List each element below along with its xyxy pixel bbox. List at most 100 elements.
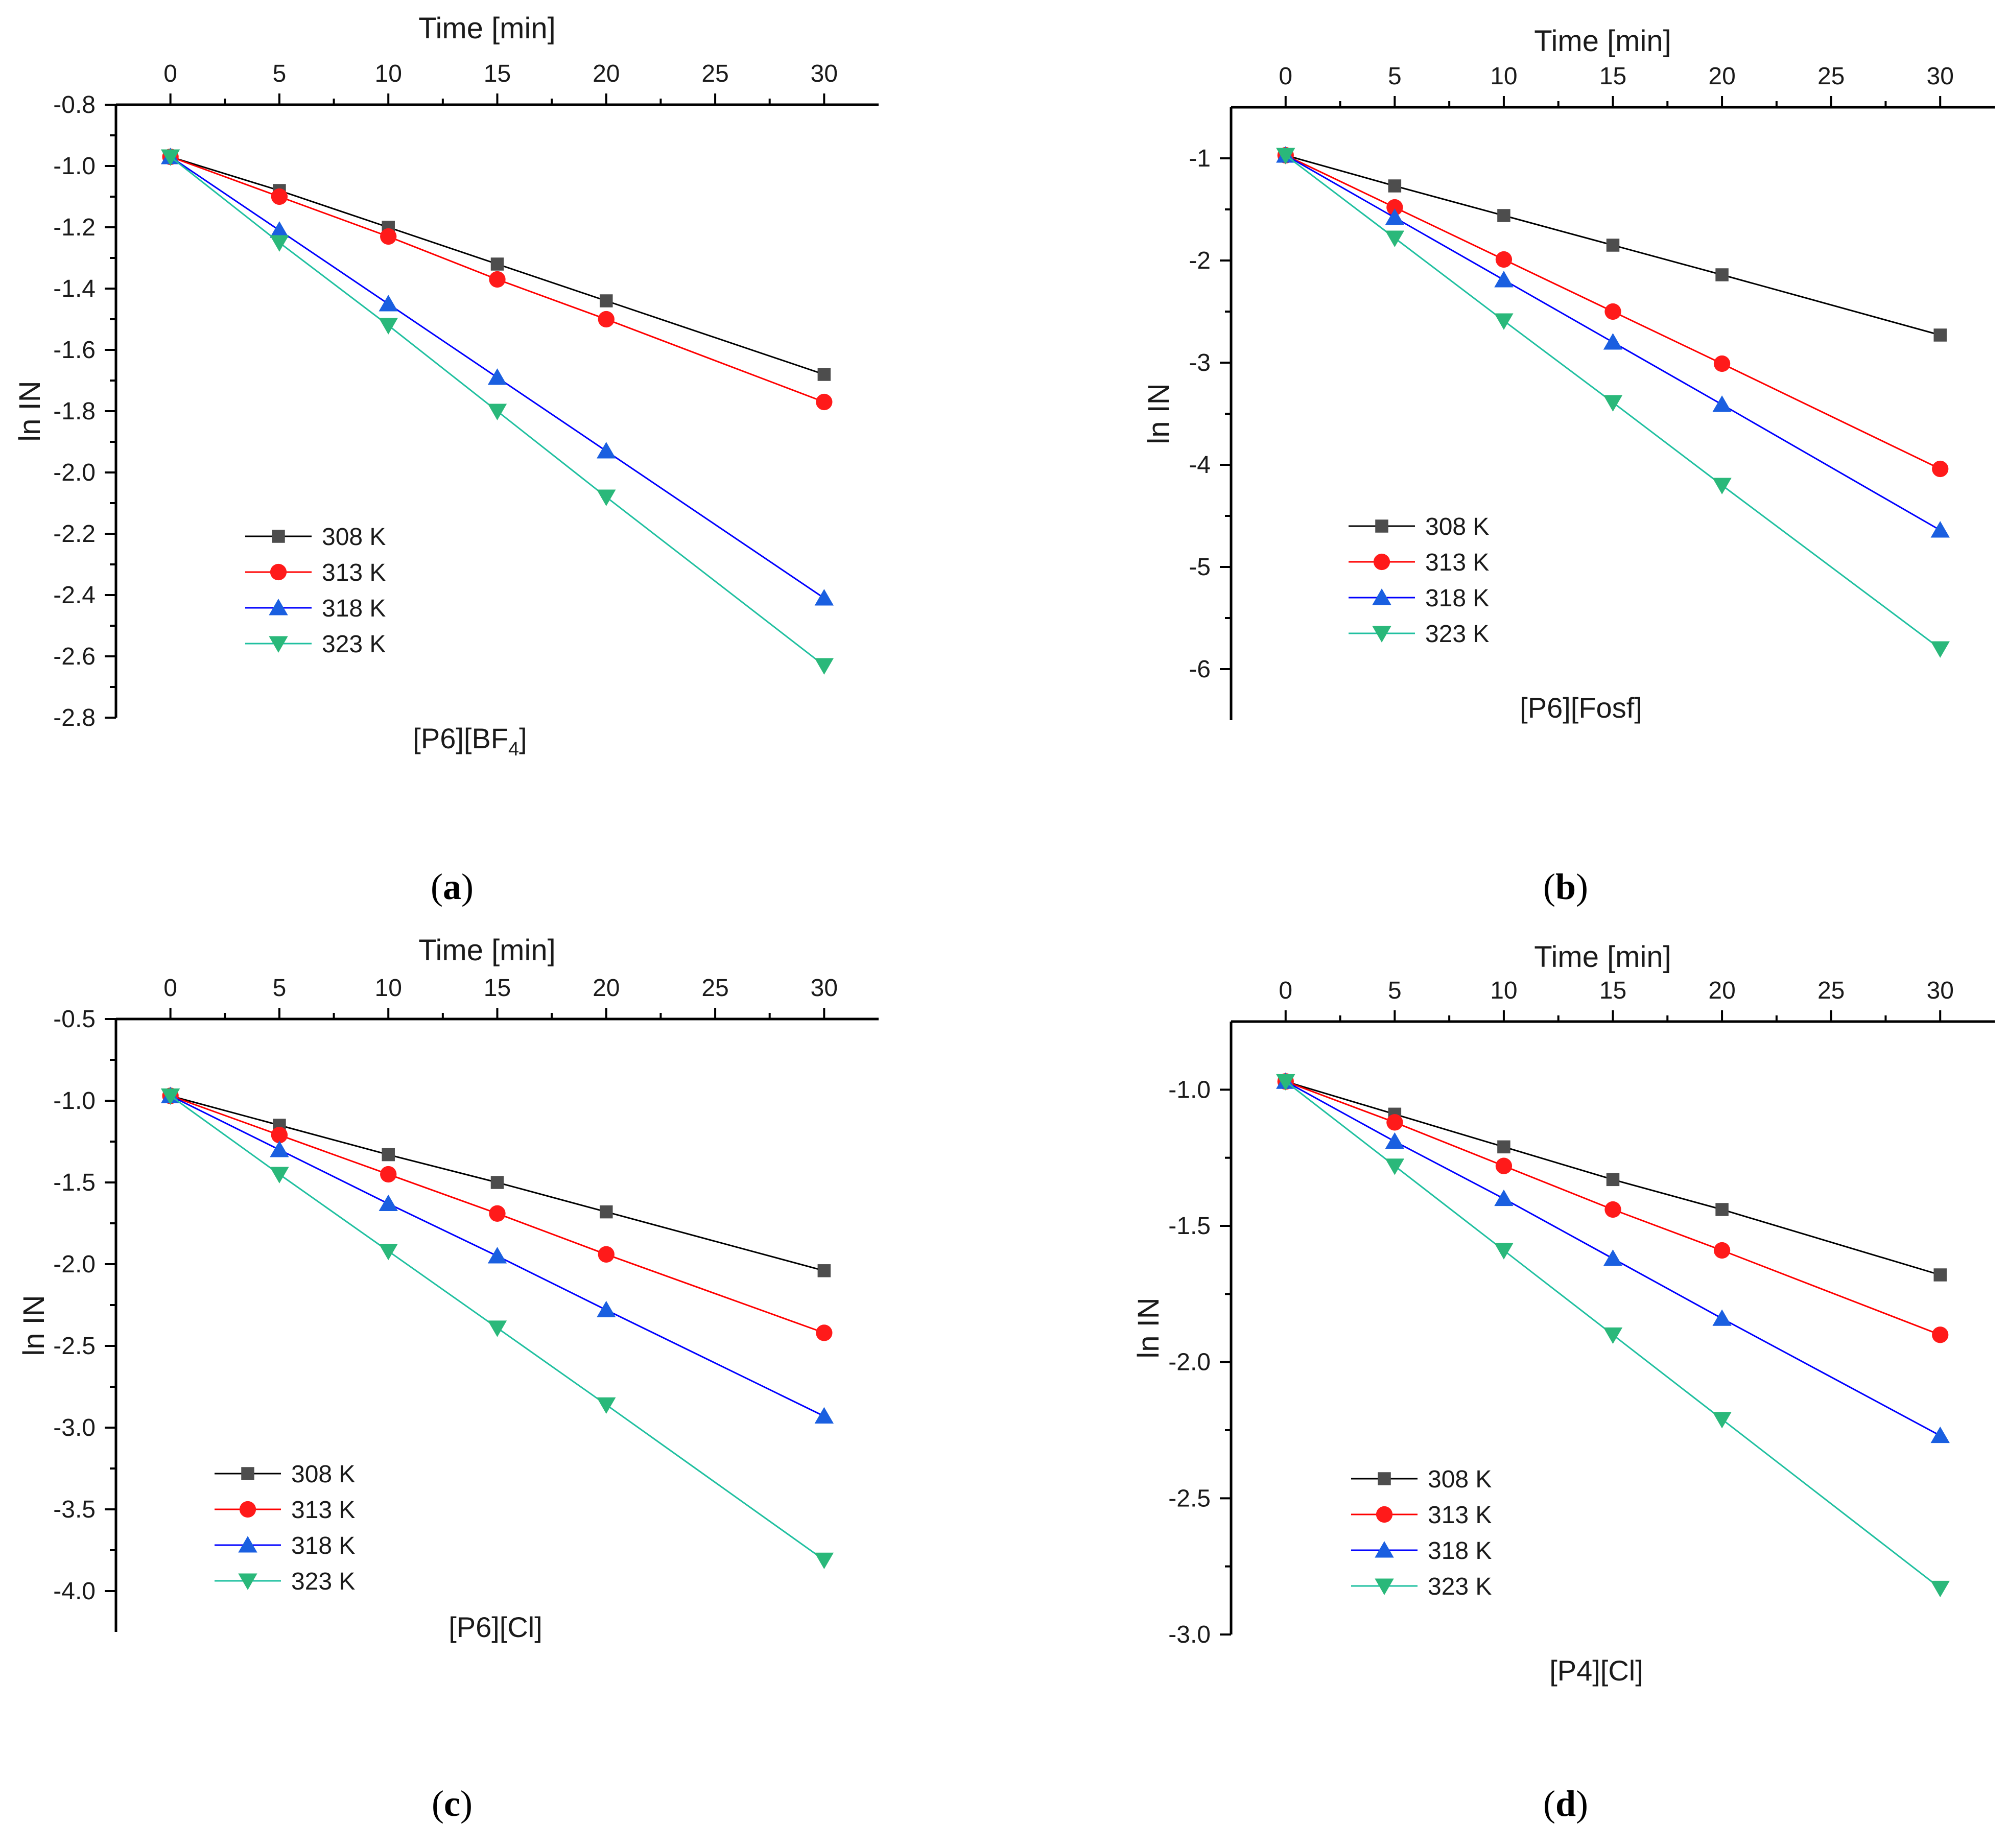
- legend-marker-323: [1372, 626, 1391, 643]
- legend-marker-313: [239, 1501, 256, 1518]
- y-tick-label: -2.8: [53, 704, 96, 731]
- data-point-313: [1932, 460, 1949, 478]
- y-tick-label: -1.8: [53, 398, 96, 425]
- data-point-308: [1933, 1268, 1947, 1282]
- panel-label-close: ): [1576, 866, 1588, 907]
- panel-label: (a): [431, 866, 474, 907]
- y-axis-title: ln IN: [17, 1295, 51, 1356]
- legend-label-313: 313 K: [291, 1497, 355, 1524]
- data-point-313: [816, 1324, 833, 1341]
- data-point-323: [1930, 641, 1950, 658]
- data-point-313: [1713, 1242, 1731, 1259]
- series-line-318: [170, 1095, 825, 1417]
- data-point-323: [597, 489, 616, 506]
- panel-label-letter: a: [443, 866, 461, 907]
- legend-label-318: 318 K: [1425, 585, 1489, 612]
- legend-label-323: 323 K: [1425, 621, 1489, 648]
- legend-marker-308: [1375, 519, 1388, 533]
- x-tick-label: 30: [811, 975, 838, 1002]
- panel-label-close: ): [461, 866, 474, 907]
- data-point-308: [600, 1205, 613, 1219]
- data-point-313: [380, 228, 397, 245]
- series-line-308: [1285, 1080, 1941, 1276]
- panel-label-close: ): [1576, 1783, 1588, 1824]
- y-tick-label: -1.5: [1168, 1213, 1211, 1240]
- data-point-313: [271, 1127, 288, 1144]
- x-tick-label: 5: [1388, 977, 1402, 1004]
- data-point-308: [1388, 179, 1402, 193]
- y-tick-label: -3.0: [1168, 1621, 1211, 1648]
- data-point-313: [1604, 1201, 1621, 1218]
- data-point-323: [160, 1088, 180, 1105]
- y-tick-label: -2.0: [53, 459, 96, 486]
- data-point-323: [814, 658, 834, 675]
- legend-marker-318: [1372, 588, 1391, 605]
- data-point-308: [1497, 1140, 1510, 1154]
- x-tick-label: 5: [1388, 63, 1402, 90]
- y-tick-label: -4: [1189, 452, 1211, 479]
- legend-label-323: 323 K: [322, 631, 386, 658]
- data-point-318: [1930, 521, 1950, 538]
- y-axis-title: ln IN: [1132, 1297, 1165, 1358]
- data-point-323: [1276, 1074, 1295, 1091]
- y-tick-label: -1.0: [53, 153, 96, 180]
- y-tick-label: -0.8: [53, 91, 96, 119]
- data-point-318: [1603, 333, 1623, 350]
- data-point-318: [1712, 395, 1732, 412]
- x-tick-label: 10: [1490, 63, 1517, 90]
- y-tick-label: -1.4: [53, 275, 96, 302]
- data-point-313: [1604, 303, 1621, 320]
- x-tick-label: 30: [811, 60, 838, 87]
- x-tick-label: 15: [484, 975, 511, 1002]
- series-line-313: [1285, 1080, 1941, 1336]
- series-line-323: [170, 1095, 825, 1561]
- data-point-308: [817, 1264, 831, 1277]
- panel-label: (d): [1543, 1783, 1588, 1824]
- data-point-318: [597, 442, 616, 459]
- legend-label-318: 318 K: [322, 595, 386, 622]
- data-point-323: [1494, 1243, 1514, 1260]
- data-point-308: [1606, 1173, 1620, 1187]
- legend-label-323: 323 K: [1428, 1573, 1492, 1600]
- chart-caption: [P6][Fosf]: [1520, 692, 1642, 724]
- data-point-313: [598, 1246, 615, 1263]
- caption-end: ]: [519, 722, 527, 754]
- data-point-323: [1603, 1327, 1623, 1344]
- x-tick-label: 0: [1279, 977, 1292, 1004]
- data-point-318: [1603, 1249, 1623, 1266]
- data-point-313: [1386, 1114, 1403, 1131]
- y-axis-title: ln IN: [1142, 383, 1175, 444]
- x-tick-label: 20: [593, 60, 620, 87]
- panel-label: (b): [1543, 866, 1588, 907]
- data-point-308: [600, 294, 613, 307]
- data-point-323: [1276, 148, 1295, 164]
- legend-marker-313: [270, 563, 287, 581]
- y-tick-label: -1.2: [53, 214, 96, 241]
- data-point-323: [270, 235, 289, 252]
- panel-label-letter: d: [1555, 1783, 1576, 1824]
- data-point-313: [489, 271, 506, 288]
- legend-marker-323: [1375, 1578, 1394, 1595]
- data-point-323: [1930, 1580, 1950, 1598]
- data-point-323: [1385, 1158, 1405, 1175]
- series-line-313: [170, 156, 824, 403]
- data-point-323: [487, 404, 507, 420]
- legend-marker-318: [1375, 1541, 1394, 1558]
- caption-text: [P6][Fosf]: [1520, 692, 1642, 724]
- series-line-318: [1285, 154, 1941, 531]
- y-tick-label: -2.0: [1168, 1349, 1211, 1376]
- legend-marker-323: [269, 636, 288, 653]
- y-tick-label: -1.0: [53, 1087, 96, 1115]
- data-point-308: [1933, 328, 1947, 342]
- data-point-318: [487, 368, 507, 385]
- data-point-323: [487, 1320, 507, 1337]
- chart-caption: [P6][Cl]: [448, 1611, 542, 1643]
- legend-label-313: 313 K: [1428, 1502, 1492, 1529]
- series-line-323: [1285, 1081, 1941, 1589]
- series-line-313: [1285, 154, 1941, 470]
- legend-label-308: 308 K: [1428, 1466, 1492, 1493]
- data-point-318: [1385, 208, 1405, 225]
- data-point-308: [1497, 209, 1510, 222]
- data-point-313: [489, 1205, 506, 1222]
